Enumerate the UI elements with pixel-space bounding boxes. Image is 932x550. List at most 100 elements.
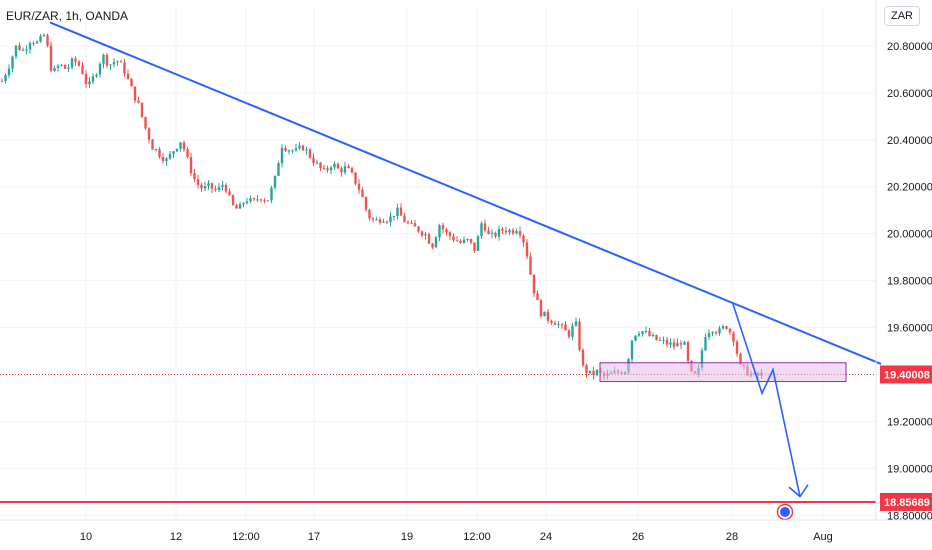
candle-body [60, 64, 63, 66]
candle-body [466, 239, 469, 241]
candle-body [21, 49, 25, 51]
candle-body [56, 65, 60, 68]
y-tick-label: 20.60000 [887, 88, 932, 100]
candle-body [273, 175, 277, 188]
candle-body [364, 197, 368, 210]
candle-body [403, 215, 406, 223]
candle-body [231, 195, 235, 206]
candle-body [18, 45, 21, 51]
candle-body [371, 218, 375, 220]
candle-body [39, 36, 42, 42]
candle-body [53, 67, 56, 71]
candle-body [28, 43, 32, 50]
candle-body [518, 231, 522, 236]
candle-body [210, 183, 214, 189]
candle-body [448, 232, 452, 237]
candle-body [238, 204, 242, 209]
candle-body [392, 215, 396, 217]
candle-body [207, 183, 210, 186]
candle-body [473, 242, 476, 251]
candle-body [77, 61, 81, 66]
candle-body [382, 221, 385, 223]
support-zone[interactable] [599, 362, 847, 383]
candle-body [490, 232, 494, 234]
currency-button[interactable]: ZAR [884, 6, 920, 26]
candle-body [333, 163, 336, 168]
candle-body [445, 229, 448, 233]
time-axis[interactable]: 10 12 12:00 17 19 12:00 24 26 28 Aug [80, 531, 833, 543]
candle-body [511, 230, 515, 234]
x-tick-label: 12:00 [232, 531, 260, 543]
candle-body [487, 230, 490, 234]
candle-body [361, 189, 364, 198]
candle-body [322, 167, 326, 169]
trendline[interactable] [49, 21, 882, 365]
candle-body [347, 166, 350, 169]
candle-body [725, 326, 728, 329]
candle-body [189, 156, 193, 174]
candle-body [112, 62, 116, 65]
candle-body [221, 184, 224, 187]
candle-body [508, 230, 511, 233]
candle-body [644, 330, 648, 332]
y-tick-label: 19.20000 [887, 416, 932, 428]
candle-body [420, 231, 424, 236]
candle-body [501, 228, 504, 231]
price-axis[interactable]: 20.80000 20.60000 20.40000 20.20000 20.00000… [880, 41, 932, 522]
candle-body [669, 342, 672, 345]
candle-body [63, 64, 67, 69]
candle-body [266, 200, 270, 202]
candle-body [368, 209, 371, 219]
candle-body [312, 157, 315, 164]
candle-body [630, 340, 634, 360]
support-price-badge [880, 492, 932, 511]
candle-body [252, 198, 256, 200]
candle-body [326, 168, 329, 171]
candle-body [553, 322, 557, 325]
candle-body [375, 219, 378, 221]
candle-body [718, 328, 721, 334]
candle-body [557, 324, 560, 326]
candle-body [7, 68, 11, 76]
candle-body [585, 365, 588, 374]
candle-body [91, 76, 95, 82]
candle-body [665, 339, 669, 345]
candle-body [200, 184, 203, 189]
candle-body [154, 149, 158, 151]
candle-body [284, 147, 287, 151]
y-tick-label: 20.40000 [887, 135, 932, 147]
candle-body [46, 35, 49, 46]
candle-body [214, 188, 217, 190]
candle-body [42, 35, 46, 37]
support-price-badge-label: 18.85689 [884, 497, 930, 509]
candle-body [49, 45, 53, 71]
candle-body [595, 370, 599, 375]
candle-body [658, 339, 662, 341]
y-tick-label: 19.80000 [887, 276, 932, 288]
candle-body [175, 148, 179, 152]
candle-body [126, 73, 130, 79]
candle-body [172, 151, 175, 155]
candle-body [410, 222, 413, 224]
candle-body [679, 343, 683, 345]
candle-body [655, 334, 658, 341]
candle-body [455, 240, 459, 242]
candle-body [81, 65, 84, 74]
candle-body [168, 154, 172, 159]
projection-arrowhead [788, 484, 809, 498]
candle-body [532, 274, 536, 294]
candle-body [427, 234, 431, 244]
candle-body [546, 311, 550, 321]
candle-body [280, 147, 284, 164]
candle-body [109, 64, 112, 66]
candle-body [637, 333, 641, 336]
candle-body [133, 86, 137, 101]
candle-body [140, 102, 144, 117]
candle-body [235, 205, 238, 209]
candle-body [543, 311, 546, 317]
candle-body [123, 62, 126, 74]
candle-body [686, 342, 690, 361]
candle-body [406, 222, 410, 224]
projection-path[interactable] [732, 303, 801, 497]
